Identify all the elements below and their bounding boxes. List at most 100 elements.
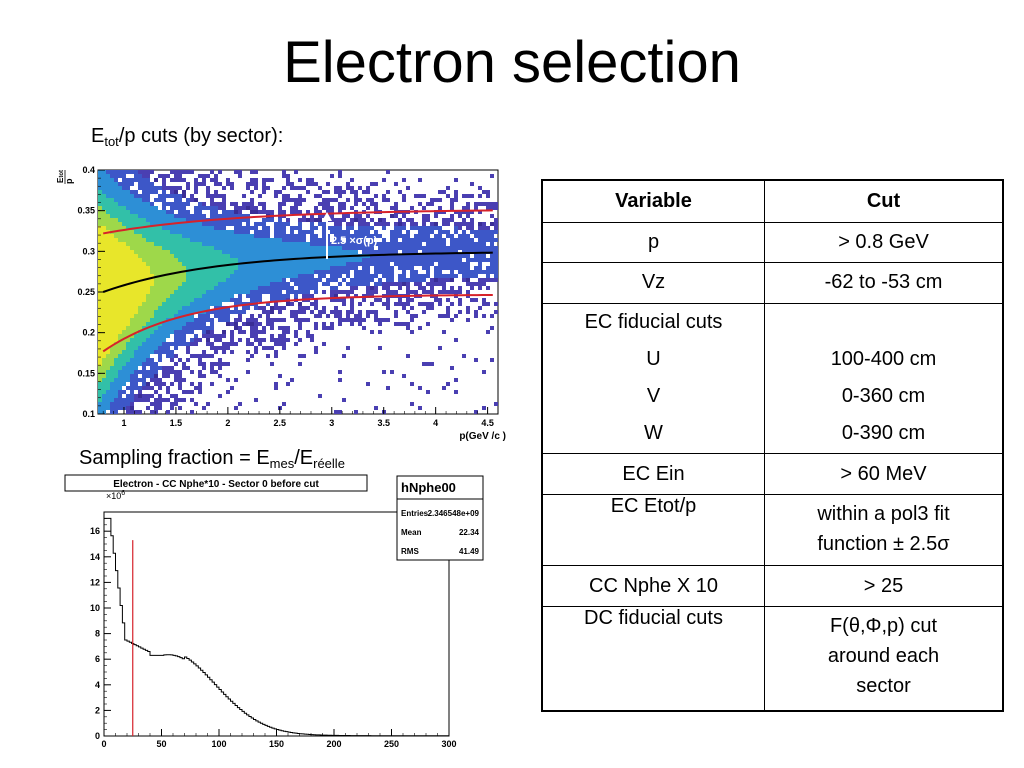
table-row: EC fiducial cuts U V W 100-400 cm 0-360 cm 0-3… [541, 302, 1004, 454]
top-ylabel: Etot [56, 170, 65, 183]
top-ylabel-denominator: p [64, 178, 74, 184]
caption-sampling-fraction: Sampling fraction = Emes/Eréelle [79, 447, 345, 471]
y-exponent: ×106 [106, 490, 125, 501]
top-xtick-label: 1.5 [170, 418, 183, 428]
stats-box [396, 475, 484, 561]
bottom-xtick-label: 50 [156, 739, 166, 749]
bottom-ytick-label: 8 [95, 629, 100, 639]
top-xtick-label: 3.5 [377, 418, 390, 428]
header-cut: Cut [764, 179, 1004, 223]
variable-cell: DC fiducial cuts [541, 606, 765, 712]
variable-text: DC fiducial cuts [584, 607, 723, 630]
variable-cell: EC Etot/p [541, 494, 765, 567]
table-row: EC Ein > 60 MeV [541, 452, 1004, 496]
cut-cell: > 0.8 GeV [764, 221, 1004, 263]
top-xtick-label: 2 [225, 418, 230, 428]
variable-text: V [646, 384, 661, 407]
variable-text: EC Etot/p [610, 495, 697, 518]
cut-text: > 25 [863, 574, 904, 597]
top-ytick-label: 0.2 [82, 328, 95, 338]
stats-value: 2.346548e+09 [428, 509, 480, 518]
nphe-histogram: Electron - CC Nphe*10 - Sector 0 before … [64, 474, 484, 749]
stats-key: RMS [401, 547, 419, 556]
top-xtick-label: 3 [329, 418, 334, 428]
bottom-plot-axes: 0 50 100 150 200 250 300 0 2 4 6 8 10 12 14 16 [90, 518, 457, 749]
top-ytick-label: 0.4 [82, 165, 95, 175]
stats-rows: Entries 2.346548e+09 Mean 22.34 RMS 41.49 [401, 509, 480, 556]
cut-text: 0-390 cm [841, 421, 926, 444]
table-row: EC Etot/p within a pol3 fit function ± 2.5… [541, 494, 1004, 567]
etot-p-histogram: 1 1.5 2 2.5 3 3.5 4 4.5 0.1 0.15 0.2 0.25 0.3 0.35 0.4… [56, 165, 506, 442]
cut-text: around each [827, 645, 940, 668]
cut-cell: F(θ,Φ,p) cut around each sector [764, 606, 1004, 712]
bottom-xtick-label: 100 [211, 739, 226, 749]
header-variable: Variable [541, 179, 765, 223]
variable-text: W [644, 421, 663, 444]
bottom-xtick-label: 250 [384, 739, 399, 749]
cut-cell: within a pol3 fit function ± 2.5σ [764, 494, 1004, 567]
cut-cell: 100-400 cm 0-360 cm 0-390 cm [764, 302, 1004, 454]
cut-text: > 0.8 GeV [838, 230, 929, 253]
table-row: p > 0.8 GeV [541, 221, 1004, 263]
sigma-arrow-head [322, 212, 332, 221]
table-row: Vz -62 to -53 cm [541, 261, 1004, 304]
bottom-ytick-label: 16 [90, 526, 100, 536]
bottom-plot-title-box [64, 474, 368, 492]
top-ytick-label: 0.25 [77, 287, 95, 297]
lower-cut-curve [102, 293, 493, 353]
cut-cell: > 25 [764, 565, 1004, 608]
stats-name: hNphe00 [401, 480, 456, 495]
variable-cell: EC fiducial cuts U V W [541, 302, 765, 454]
cut-text: 100-400 cm [830, 347, 937, 370]
cut-cell: > 60 MeV [764, 452, 1004, 496]
variable-text: EC Ein [622, 462, 685, 485]
cut-text: -62 to -53 cm [824, 271, 943, 294]
caption-etot-cuts: Etot/p cuts (by sector): [91, 125, 284, 149]
bottom-xtick-label: 300 [441, 739, 456, 749]
slide-title: Electron selection [283, 30, 741, 95]
top-xlabel: p(GeV /c ) [459, 431, 506, 442]
table-header-row: Variable Cut [541, 179, 1004, 223]
stats-key: Mean [401, 528, 422, 537]
cuts-table: Variable Cut p > 0.8 GeV Vz -62 to -53 cm EC… [541, 179, 1004, 712]
stats-key: Entries [401, 509, 429, 518]
cut-cell: -62 to -53 cm [764, 261, 1004, 304]
fit-curve [102, 251, 493, 293]
bottom-ytick-label: 10 [90, 603, 100, 613]
variable-text: EC fiducial cuts [584, 310, 723, 333]
variable-text: Vz [641, 271, 666, 294]
sigma-annotation: 2.5 ×σ(p) [331, 235, 378, 247]
bottom-xtick-label: 0 [101, 739, 106, 749]
variable-text: U [646, 347, 661, 370]
top-ytick-label: 0.1 [82, 409, 95, 419]
top-ytick-label: 0.35 [77, 206, 95, 216]
bottom-ytick-label: 12 [90, 577, 100, 587]
table-row: CC Nphe X 10 > 25 [541, 565, 1004, 608]
cut-text: sector [856, 675, 911, 698]
variable-text: CC Nphe X 10 [589, 574, 718, 597]
histogram-line [103, 517, 449, 737]
cut-text: function ± 2.5σ [817, 533, 950, 556]
stats-value: 41.49 [459, 547, 480, 556]
density-cells [98, 170, 498, 414]
bottom-xtick-label: 150 [269, 739, 284, 749]
top-plot-axes: 1 1.5 2 2.5 3 3.5 4 4.5 0.1 0.15 0.2 0.25 0.3 0.35 0.4 [77, 165, 493, 428]
stats-value: 22.34 [459, 528, 480, 537]
top-xtick-label: 4.5 [481, 418, 494, 428]
top-xtick-label: 2.5 [274, 418, 287, 428]
cut-text [771, 304, 996, 341]
bottom-ytick-label: 14 [90, 552, 100, 562]
bottom-ytick-label: 0 [95, 731, 100, 741]
cut-text: 0-360 cm [841, 384, 926, 407]
bottom-ytick-label: 4 [95, 680, 100, 690]
top-ytick-label: 0.15 [77, 368, 95, 378]
variable-text: p [647, 230, 660, 253]
top-xtick-label: 4 [433, 418, 438, 428]
bottom-plot-title: Electron - CC Nphe*10 - Sector 0 before … [113, 479, 319, 490]
bottom-ytick-label: 6 [95, 654, 100, 664]
bottom-ytick-label: 2 [95, 705, 100, 715]
variable-cell: Vz [541, 261, 765, 304]
variable-cell: EC Ein [541, 452, 765, 496]
cut-text: > 60 MeV [840, 462, 927, 485]
cut-text: within a pol3 fit [817, 503, 950, 526]
